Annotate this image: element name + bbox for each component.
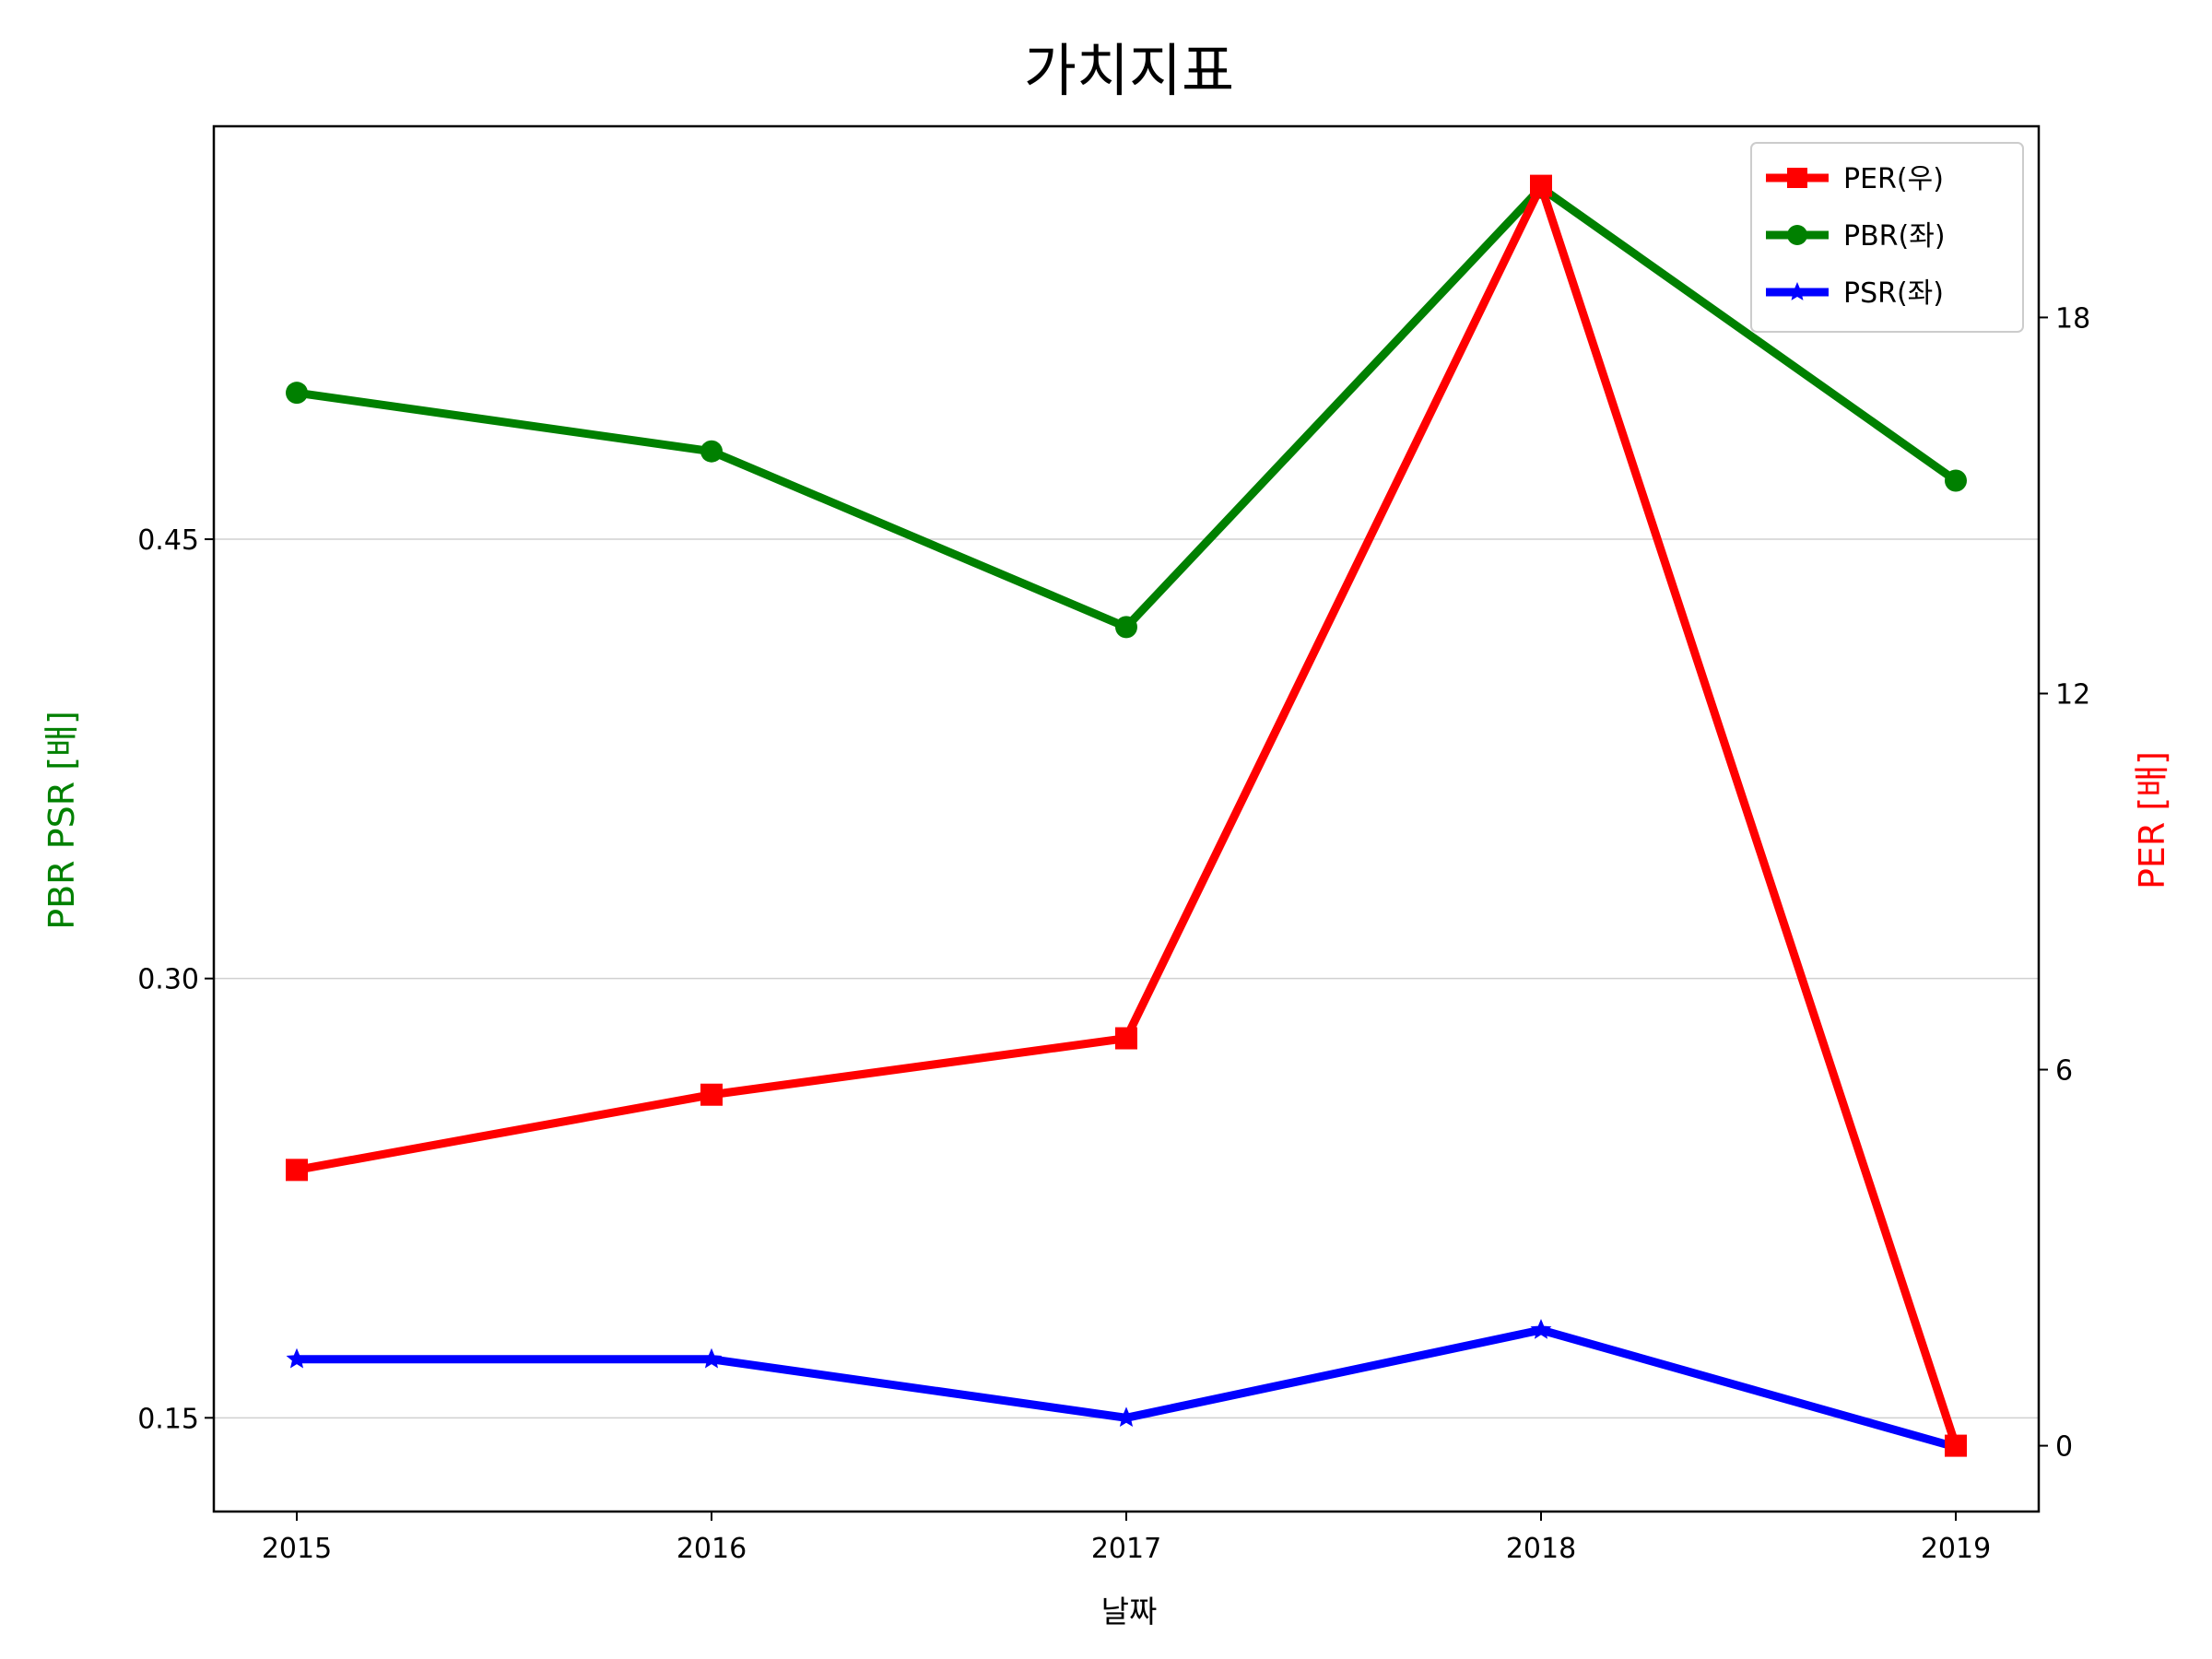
grid-lines	[214, 538, 2039, 1419]
x-tick-label: 2016	[677, 1533, 747, 1565]
x-axis-label: 날짜	[1101, 1594, 1158, 1630]
legend-entry: PBR(좌)	[1766, 220, 1946, 253]
left-tick-label: 0.15	[137, 1403, 199, 1435]
data-point-circle	[286, 382, 308, 405]
legend-box	[1750, 142, 2024, 333]
right-tick-label: 6	[2055, 1055, 2073, 1088]
legend-entry: PER(우)	[1766, 163, 1944, 195]
series-circle	[286, 176, 1967, 639]
series-layer	[286, 174, 1967, 1457]
data-point-square	[286, 1159, 308, 1182]
data-point-square	[700, 1083, 723, 1106]
legend-label: PER(우)	[1843, 163, 1944, 195]
series-line	[296, 182, 1960, 1447]
data-point-circle	[1787, 225, 1807, 245]
data-point-square	[1787, 168, 1807, 188]
right-tick-label: 18	[2055, 302, 2090, 335]
data-point-star	[700, 1347, 723, 1369]
plot-frame	[212, 124, 2041, 1513]
right-tick-label: 12	[2055, 678, 2090, 711]
data-point-star	[286, 1347, 308, 1369]
x-tick-label: 2017	[1091, 1533, 1161, 1565]
legend-entry: PSR(좌)	[1766, 277, 1944, 310]
data-point-star	[1530, 1318, 1552, 1339]
series-line	[297, 1325, 1958, 1452]
data-point-star	[1787, 282, 1807, 300]
data-point-square	[1530, 174, 1552, 197]
data-point-circle	[1115, 616, 1137, 639]
data-point-star	[1115, 1406, 1137, 1428]
legend-label: PSR(좌)	[1843, 277, 1944, 310]
data-point-circle	[700, 440, 723, 463]
right-tick-label: 0	[2055, 1431, 2073, 1464]
series-star	[286, 1318, 1967, 1456]
legend-label: PBR(좌)	[1843, 220, 1946, 253]
right-axis-label: PER [배]	[2132, 751, 2172, 889]
data-point-square	[1945, 1434, 1967, 1457]
data-point-square	[1115, 1027, 1137, 1050]
data-point-circle	[1945, 469, 1967, 492]
left-tick-label: 0.45	[137, 524, 199, 557]
chart-title: 가치지표	[1024, 37, 1234, 104]
x-tick-label: 2019	[1921, 1533, 1991, 1565]
x-tick-label: 2015	[262, 1533, 332, 1565]
axes: 0.15 0.30 0.45 0 6 12 18 2015 2016 2017 2018 2019	[137, 302, 2090, 1565]
left-axis-label: PBR PSR [배]	[41, 711, 82, 930]
legend: PER(우) PBR(좌) PSR(좌)	[1750, 142, 2024, 333]
left-tick-label: 0.30	[137, 964, 199, 996]
x-tick-label: 2018	[1506, 1533, 1576, 1565]
series-line	[296, 183, 1959, 631]
series-square	[286, 174, 1967, 1457]
